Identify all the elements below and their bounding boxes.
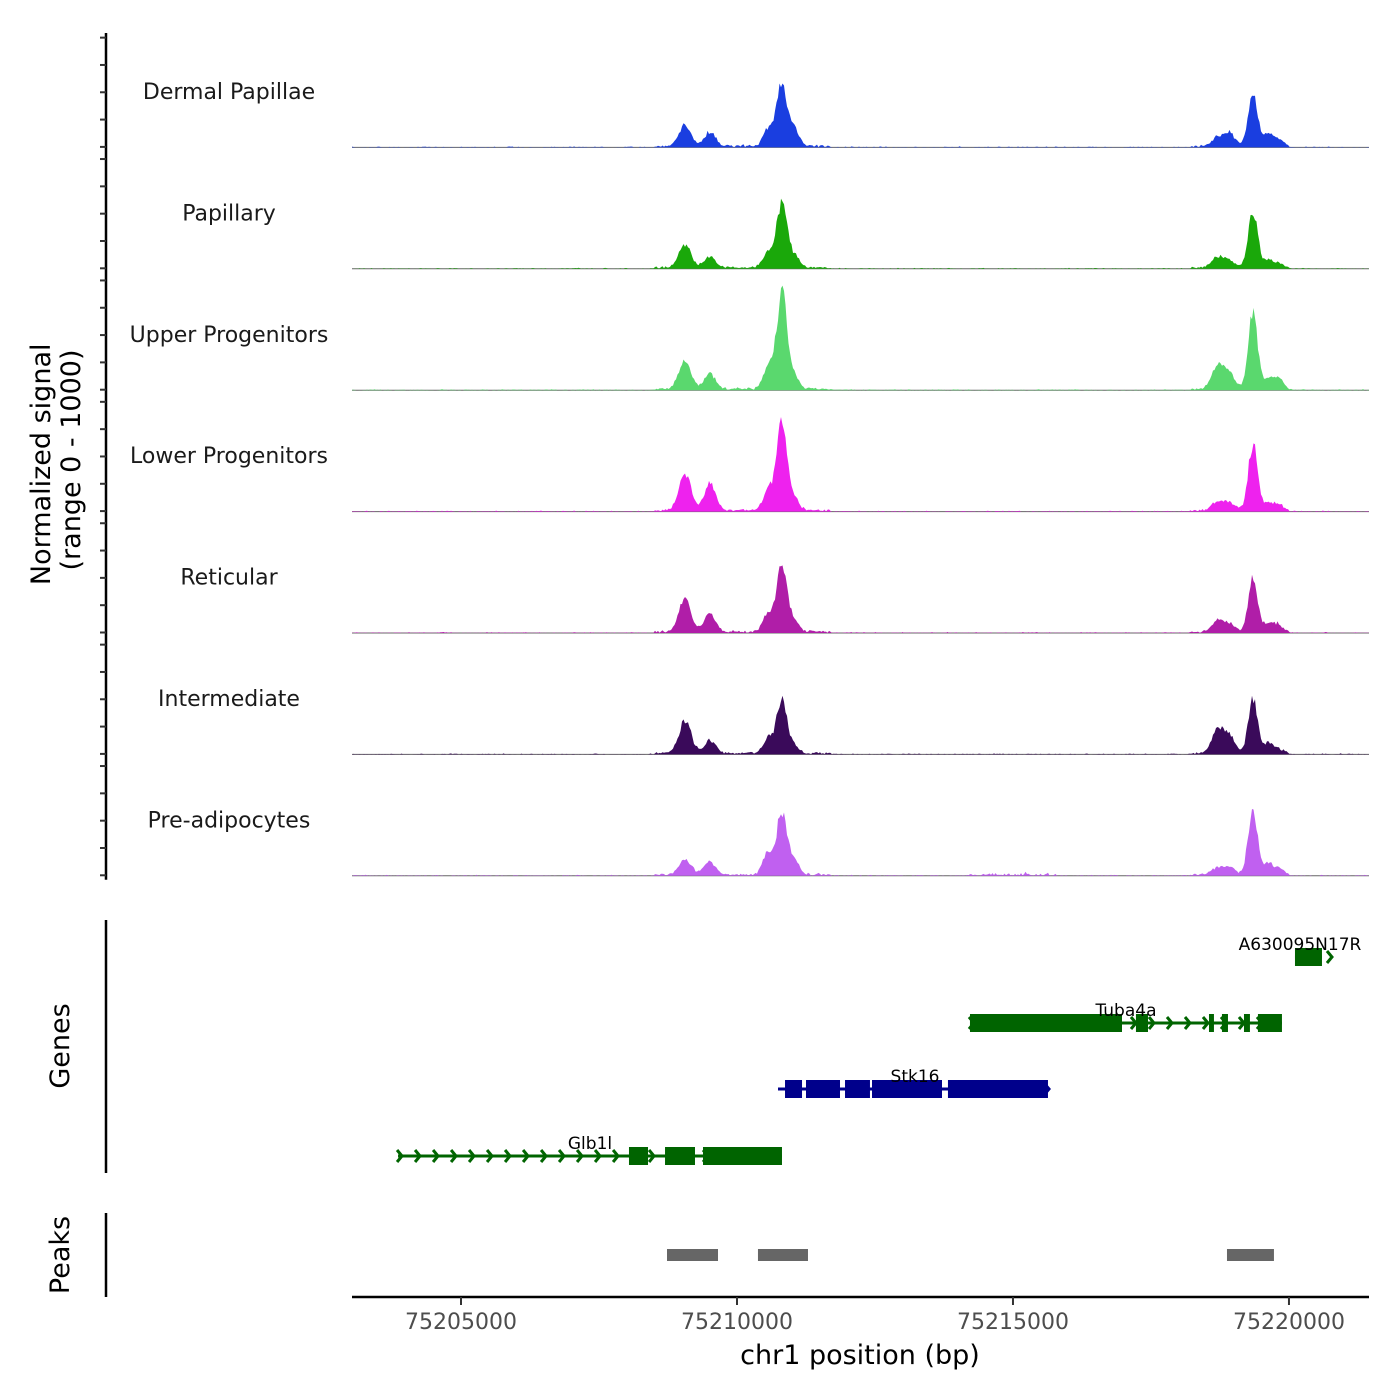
gene: Glb1l [395, 1134, 782, 1165]
gene-exon [1221, 1014, 1228, 1032]
peak-region [757, 1249, 808, 1261]
signal-track: Papillary [182, 198, 1369, 270]
strand-arrow-left-icon [503, 1149, 512, 1163]
strand-arrow-left-icon [611, 1149, 620, 1163]
gene-exon [785, 1080, 803, 1098]
signal-y-axis-title-line-1: Normalized signal [26, 344, 57, 586]
peak-region [667, 1249, 719, 1261]
gene-exon [845, 1080, 870, 1098]
signal-track: Pre-adipocytes [148, 808, 1369, 877]
gene-label: Tuba4a [1094, 1001, 1156, 1021]
gene-label: A630095N17R [1239, 935, 1362, 955]
strand-arrow-left-icon [395, 1149, 404, 1163]
x-tick-label: 75220000 [1233, 1310, 1345, 1335]
signal-area [352, 83, 1369, 148]
strand-arrow-left-icon [1147, 1016, 1156, 1030]
signal-y-axis [100, 33, 108, 880]
gene: Stk16 [778, 1067, 1051, 1098]
signal-area [352, 417, 1369, 512]
peaks-y-axis-title: Peaks [45, 1216, 76, 1294]
strand-arrow-left-icon [647, 1149, 656, 1163]
signal-y-axis-title: Normalized signal (range 0 - 1000) [26, 335, 87, 585]
x-axis-title: chr1 position (bp) [740, 1340, 980, 1371]
gene-label: Glb1l [568, 1134, 612, 1154]
signal-area [352, 285, 1369, 391]
gene-exon [1135, 1014, 1148, 1032]
gene-exon [628, 1147, 649, 1165]
gene-track: A630095N17R Tuba4a Stk16 Glb1l [395, 935, 1362, 1165]
strand-arrow-left-icon [485, 1149, 494, 1163]
signal-area [352, 198, 1369, 269]
gene-exon [805, 1080, 840, 1098]
track-label: Reticular [180, 566, 278, 591]
track-label: Upper Progenitors [130, 323, 329, 348]
x-axis: 75205000 75210000 75215000 75220000 [352, 1295, 1369, 1335]
strand-arrow-left-icon [575, 1149, 584, 1163]
track-label: Pre-adipocytes [148, 808, 311, 833]
track-label: Intermediate [158, 687, 300, 712]
gene-exon [969, 1014, 1122, 1032]
strand-arrow-left-icon [1201, 1016, 1210, 1030]
strand-arrow-left-icon [521, 1149, 530, 1163]
gene-exon [702, 1147, 782, 1165]
gene-exon [1257, 1014, 1282, 1032]
signal-y-axis-title-line-2: (range 0 - 1000) [56, 350, 87, 571]
signal-track: Upper Progenitors [130, 285, 1369, 391]
gene: Tuba4a [967, 1001, 1282, 1032]
track-label: Papillary [182, 201, 276, 226]
peak-track [667, 1249, 1274, 1261]
x-tick-label: 75205000 [405, 1310, 517, 1335]
strand-arrow-left-icon [449, 1149, 458, 1163]
strand-arrow-left-icon [593, 1149, 602, 1163]
gene-exon [947, 1080, 1048, 1098]
signal-track: Lower Progenitors [130, 417, 1369, 513]
gene-exon [1208, 1014, 1214, 1032]
strand-arrow-left-icon [1183, 1016, 1192, 1030]
strand-arrow-left-icon [467, 1149, 476, 1163]
gene: A630095N17R [1239, 935, 1362, 966]
strand-arrow-left-icon [431, 1149, 440, 1163]
signal-area [352, 565, 1369, 633]
genes-y-axis-title: Genes [45, 1003, 76, 1088]
strand-arrow-left-icon [539, 1149, 548, 1163]
gene-exon [1243, 1014, 1250, 1032]
signal-track: Intermediate [158, 687, 1369, 755]
signal-area [352, 695, 1369, 755]
signal-tracks: Dermal Papillae Papillary Upper Progenitor… [130, 80, 1369, 877]
signal-area [352, 809, 1369, 876]
strand-arrow-right-icon [1325, 950, 1334, 964]
gene-exon [872, 1080, 942, 1098]
signal-track: Dermal Papillae [143, 80, 1369, 148]
track-label: Lower Progenitors [130, 444, 328, 469]
gene-label: Stk16 [891, 1067, 940, 1087]
gene-exon [1294, 948, 1322, 966]
x-tick-label: 75210000 [681, 1310, 793, 1335]
track-label: Dermal Papillae [143, 80, 315, 105]
signal-track: Reticular [180, 565, 1369, 634]
gene-exon [665, 1147, 695, 1165]
strand-arrow-left-icon [413, 1149, 422, 1163]
strand-arrow-left-icon [1165, 1016, 1174, 1030]
peak-region [1226, 1249, 1274, 1261]
strand-arrow-left-icon [557, 1149, 566, 1163]
x-tick-label: 75215000 [957, 1310, 1069, 1335]
